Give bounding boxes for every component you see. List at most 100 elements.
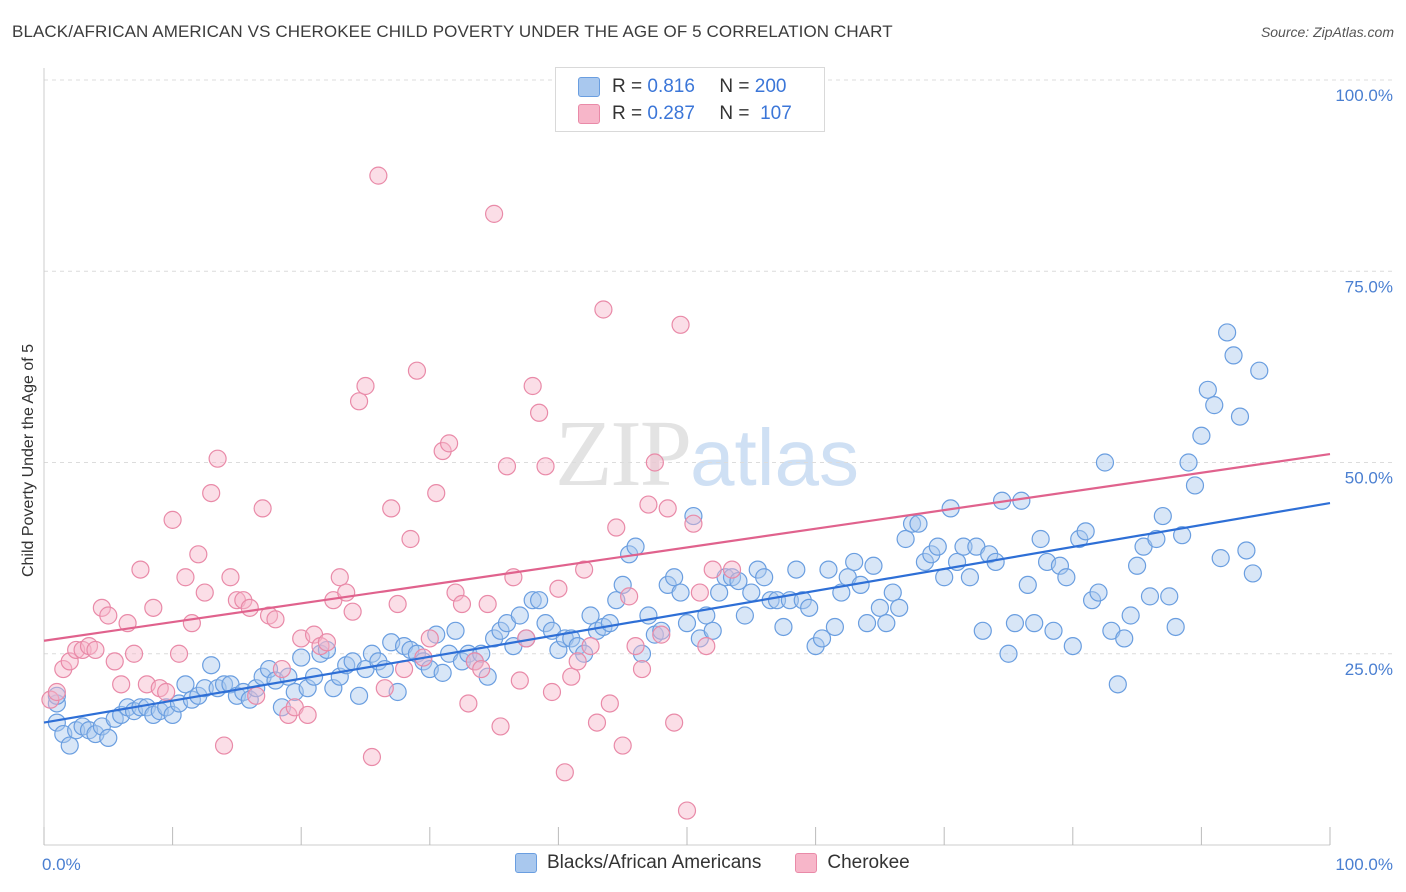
- legend-swatch-blacks: [578, 77, 600, 97]
- data-point-blacks: [523, 591, 542, 610]
- series-label-cherokee: Cherokee: [827, 852, 910, 873]
- data-point-blacks: [1237, 541, 1256, 560]
- data-point-blacks: [1218, 323, 1237, 342]
- data-point-cherokee: [112, 675, 131, 694]
- watermark: ZIPatlas: [555, 400, 859, 508]
- data-point-cherokee: [163, 510, 182, 529]
- data-point-blacks: [99, 728, 118, 748]
- data-point-blacks: [960, 568, 980, 587]
- source-credit: Source: ZipAtlas.com: [1260, 24, 1394, 40]
- data-point-blacks: [1211, 549, 1230, 568]
- data-point-blacks: [652, 621, 671, 640]
- y-tick-label: 50.0%: [1345, 469, 1393, 488]
- legend-r-label: R =: [612, 103, 643, 124]
- data-point-cherokee: [253, 499, 272, 518]
- data-point-cherokee: [144, 598, 163, 617]
- data-point-blacks: [774, 617, 793, 637]
- data-point-blacks: [857, 614, 877, 633]
- data-point-blacks: [819, 560, 838, 579]
- data-point-cherokee: [575, 560, 594, 579]
- data-point-cherokee: [536, 457, 555, 476]
- data-point-blacks: [729, 571, 748, 591]
- data-point-cherokee: [375, 679, 394, 698]
- data-point-blacks: [1095, 453, 1115, 472]
- data-point-blacks: [1140, 587, 1160, 606]
- data-point-cherokee: [600, 694, 619, 713]
- data-point-blacks: [1160, 587, 1179, 606]
- data-point-cherokee: [407, 361, 427, 380]
- data-point-cherokee: [446, 583, 465, 602]
- data-point-cherokee: [427, 484, 446, 503]
- data-point-blacks: [1063, 636, 1082, 656]
- data-point-cherokee: [369, 166, 388, 185]
- data-point-blacks: [1153, 506, 1172, 526]
- data-point-blacks: [954, 537, 973, 556]
- data-point-blacks: [626, 537, 645, 556]
- series-legend-cherokee: Cherokee: [795, 852, 910, 874]
- data-point-blacks: [845, 552, 864, 572]
- data-point-blacks: [999, 644, 1018, 663]
- data-point-blacks: [1031, 529, 1050, 549]
- data-point-blacks: [163, 705, 182, 725]
- data-point-blacks: [1192, 426, 1211, 445]
- y-tick-label: 25.0%: [1345, 660, 1393, 679]
- data-point-blacks: [176, 675, 195, 694]
- data-point-cherokee: [491, 717, 510, 736]
- data-point-blacks: [1057, 568, 1076, 587]
- data-point-cherokee: [632, 659, 652, 679]
- data-point-cherokee: [645, 453, 664, 472]
- data-point-cherokee: [221, 568, 240, 587]
- data-point-cherokee: [208, 449, 227, 468]
- legend-row-blacks: R = 0.816 N = 200: [578, 74, 786, 100]
- watermark-zip: ZIP: [555, 402, 692, 506]
- data-point-blacks: [433, 663, 452, 682]
- legend-row-cherokee: R = 0.287 N = 107: [578, 101, 792, 127]
- data-point-blacks: [755, 568, 774, 587]
- data-point-blacks: [549, 640, 568, 660]
- x-tick-label-min: 0.0%: [42, 855, 81, 874]
- series-swatch-cherokee: [795, 853, 818, 873]
- data-point-cherokee: [317, 633, 337, 652]
- data-point-cherokee: [240, 598, 259, 617]
- series-legend: Blacks/African Americans Cherokee: [515, 852, 944, 874]
- data-point-blacks: [710, 583, 729, 602]
- data-point-blacks: [510, 606, 529, 625]
- data-point-cherokee: [652, 625, 671, 644]
- data-point-blacks: [1250, 361, 1269, 380]
- data-point-cherokee: [157, 682, 176, 702]
- legend-n-label: N =: [719, 76, 750, 97]
- data-point-cherokee: [176, 568, 195, 587]
- data-point-cherokee: [684, 514, 703, 533]
- data-point-blacks: [883, 583, 902, 602]
- data-point-cherokee: [452, 594, 472, 614]
- data-point-cherokee: [169, 644, 189, 663]
- data-point-cherokee: [247, 686, 266, 705]
- data-point-cherokee: [266, 610, 285, 629]
- data-point-cherokee: [459, 694, 478, 713]
- data-point-cherokee: [439, 434, 459, 453]
- data-point-blacks: [1198, 380, 1217, 399]
- data-point-blacks: [195, 679, 214, 698]
- legend-n-label: N =: [719, 103, 750, 124]
- data-point-cherokee: [497, 457, 517, 476]
- data-point-blacks: [613, 575, 632, 595]
- data-point-cherokee: [671, 315, 690, 334]
- data-point-blacks: [870, 598, 890, 617]
- legend-r-value: 0.287: [647, 103, 695, 124]
- data-point-cherokee: [530, 403, 549, 422]
- data-point-cherokee: [677, 801, 697, 820]
- data-point-cherokee: [620, 587, 639, 606]
- y-axis-label: Child Poverty Under the Age of 5: [20, 344, 37, 577]
- data-point-cherokee: [356, 376, 375, 396]
- data-point-blacks: [202, 656, 221, 675]
- correlation-legend: R = 0.816 N = 200 R = 0.287 N = 107: [555, 67, 825, 132]
- data-point-cherokee: [86, 640, 105, 660]
- data-point-blacks: [1025, 614, 1044, 633]
- data-point-blacks: [812, 629, 832, 648]
- data-point-cherokee: [189, 545, 208, 564]
- data-point-cherokee: [298, 705, 317, 725]
- data-point-blacks: [581, 606, 600, 625]
- data-point-cherokee: [626, 636, 645, 656]
- data-point-cherokee: [105, 652, 124, 671]
- data-point-blacks: [1108, 675, 1127, 694]
